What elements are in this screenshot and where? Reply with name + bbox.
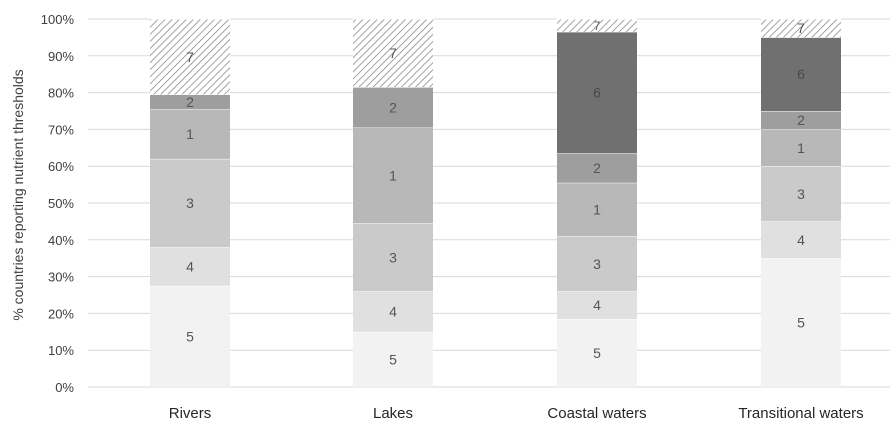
bar-segment — [761, 19, 841, 38]
y-tick-labels: 0% 10% 20% 30% 40% 50% 60% 70% 80% 90% 100% — [41, 12, 75, 395]
y-axis-title: % countries reporting nutrient threshold… — [10, 69, 26, 320]
segment-label: 3 — [797, 186, 805, 202]
bar-segment — [557, 182, 637, 237]
x-tick-label: Rivers — [169, 405, 212, 421]
bar-segment — [353, 87, 433, 128]
bar-segment — [761, 221, 841, 259]
y-tick-label: 10% — [48, 343, 74, 358]
segment-label: 7 — [594, 19, 601, 33]
bars: 5 4 3 1 2 7 5 4 3 1 2 7 5 4 3 1 2 6 7 5 4 3 1 2 6 7 — [150, 18, 841, 387]
bar-segment — [353, 291, 433, 332]
segment-label: 7 — [389, 45, 397, 61]
x-tick-label: Coastal waters — [547, 405, 646, 421]
y-tick-label: 100% — [41, 12, 75, 27]
segment-label: 1 — [389, 167, 397, 183]
bar-segment — [557, 318, 637, 387]
bar-segment — [150, 19, 230, 95]
segment-label: 5 — [186, 328, 194, 344]
bar-segment — [353, 19, 433, 88]
y-tick-label: 90% — [48, 49, 74, 64]
bar-segment — [761, 129, 841, 167]
y-tick-label: 50% — [48, 196, 74, 211]
bar-segment — [761, 37, 841, 111]
bar-segment — [150, 158, 230, 248]
segment-label: 2 — [186, 94, 194, 110]
x-tick-label: Lakes — [373, 405, 413, 421]
bar-segment — [150, 94, 230, 110]
bar-segment — [557, 19, 637, 32]
bar-segment — [150, 247, 230, 286]
segment-label: 7 — [186, 49, 194, 65]
bar-segment — [557, 291, 637, 319]
x-tick-label: Transitional waters — [738, 405, 863, 421]
segment-label: 4 — [389, 304, 397, 320]
x-tick-labels: Rivers Lakes Coastal waters Transitional wa… — [169, 405, 864, 422]
y-tick-label: 0% — [55, 380, 74, 395]
bar-segment — [557, 31, 637, 154]
bar-segment — [761, 111, 841, 130]
segment-label: 3 — [389, 249, 397, 265]
y-tick-label: 30% — [48, 270, 74, 285]
bar-segment — [557, 236, 637, 292]
bar-segment — [353, 331, 433, 387]
segment-label: 4 — [797, 232, 805, 248]
bar-segment — [761, 258, 841, 387]
bar-segment — [557, 153, 637, 183]
segment-label: 1 — [797, 140, 805, 156]
y-tick-label: 80% — [48, 86, 74, 101]
segment-label: 1 — [186, 126, 194, 142]
bar-segment — [353, 223, 433, 292]
segment-label: 2 — [389, 99, 397, 115]
segment-label: 4 — [593, 297, 601, 313]
segment-label: 1 — [593, 201, 601, 217]
bar-segment — [761, 166, 841, 222]
bar-segment — [150, 285, 230, 387]
segment-label: 2 — [593, 160, 601, 176]
bar-segment — [150, 109, 230, 159]
segment-label: 7 — [797, 20, 805, 36]
segment-label: 6 — [593, 85, 601, 101]
y-tick-label: 70% — [48, 122, 74, 137]
segment-label: 3 — [593, 256, 601, 272]
segment-label: 6 — [797, 66, 805, 82]
y-tick-label: 40% — [48, 233, 74, 248]
segment-label: 2 — [797, 112, 805, 128]
segment-label: 5 — [797, 315, 805, 331]
bar-segment — [353, 127, 433, 224]
y-tick-label: 20% — [48, 306, 74, 321]
segment-label: 4 — [186, 259, 194, 275]
segment-label: 3 — [186, 195, 194, 211]
segment-label: 5 — [593, 345, 601, 361]
segment-label: 5 — [389, 351, 397, 367]
y-tick-label: 60% — [48, 159, 74, 174]
